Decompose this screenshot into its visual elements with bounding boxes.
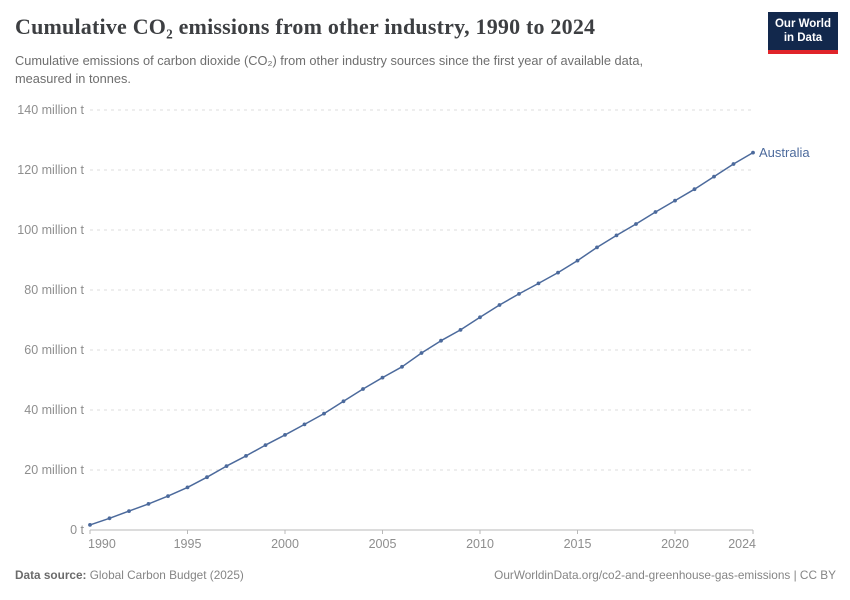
x-tick-label: 2000: [271, 537, 299, 551]
data-point-marker: [712, 174, 716, 179]
y-tick-label: 60 million t: [24, 343, 84, 357]
data-point-marker: [302, 422, 307, 427]
data-source: Data source: Global Carbon Budget (2025): [15, 568, 244, 582]
y-tick-label: 20 million t: [24, 463, 84, 477]
data-point-marker: [751, 150, 755, 155]
owid-url-link[interactable]: OurWorldinData.org/co2-and-greenhouse-ga…: [494, 568, 836, 582]
data-point-marker: [283, 433, 287, 437]
data-point-marker: [439, 338, 443, 343]
chart-subtitle-line2: measured in tonnes.: [15, 71, 131, 86]
data-point-marker: [653, 210, 658, 214]
data-point-marker: [458, 328, 463, 332]
y-tick-label: 80 million t: [24, 283, 84, 297]
y-tick-label: 100 million t: [17, 223, 84, 237]
data-point-marker: [263, 443, 268, 447]
x-tick-label: 2020: [661, 537, 689, 551]
data-point-marker: [614, 233, 619, 238]
y-tick-label: 140 million t: [17, 103, 84, 117]
series-label-australia: Australia: [759, 145, 810, 160]
data-point-marker: [205, 475, 209, 480]
series-line-australia: [89, 151, 754, 526]
data-point-marker: [497, 303, 502, 307]
data-point-marker: [517, 292, 521, 296]
data-point-marker: [692, 187, 697, 192]
chart-title: Cumulative CO₂ emissions from other indu…: [15, 14, 596, 39]
data-point-marker: [127, 509, 131, 513]
owid-logo-line2: in Data: [783, 31, 823, 44]
data-point-marker: [595, 245, 599, 250]
data-point-marker: [556, 270, 560, 275]
data-point-marker: [673, 198, 677, 203]
owid-logo-line1: Our World: [774, 18, 831, 30]
chart-subtitle: Cumulative emissions of carbon dioxide (…: [15, 52, 760, 88]
chart-footer: Data source: Global Carbon Budget (2025)…: [15, 568, 836, 582]
y-tick-label: 0 t: [70, 523, 84, 537]
data-point-marker: [244, 454, 248, 458]
data-point-marker: [224, 464, 229, 468]
data-point-marker: [634, 222, 638, 226]
data-point-marker: [400, 364, 404, 369]
data-point-marker: [166, 494, 170, 498]
data-point-marker: [88, 523, 92, 527]
x-tick-label: 2024: [728, 537, 756, 551]
data-source-value: Global Carbon Budget (2025): [86, 568, 244, 582]
data-point-marker: [322, 411, 326, 416]
data-point-marker: [341, 399, 346, 404]
y-tick-label: 40 million t: [24, 403, 84, 417]
chart-subtitle-line1: Cumulative emissions of carbon dioxide (…: [15, 53, 644, 68]
owid-logo[interactable]: Our World in Data: [768, 12, 838, 54]
data-point-marker: [419, 351, 424, 355]
x-tick-label: 2010: [466, 537, 494, 551]
data-point-marker: [380, 375, 385, 380]
data-point-marker: [185, 485, 190, 490]
data-point-marker: [107, 516, 112, 521]
x-tick-label: 2015: [564, 537, 592, 551]
x-tick-label: 1995: [174, 537, 202, 551]
data-point-marker: [361, 387, 365, 391]
data-point-marker: [146, 502, 151, 506]
y-tick-label: 120 million t: [17, 163, 84, 177]
x-tick-label: 2005: [369, 537, 397, 551]
data-point-marker: [536, 281, 541, 286]
x-tick-label: 1990: [88, 537, 116, 551]
data-source-label: Data source:: [15, 568, 87, 582]
data-point-marker: [731, 162, 736, 166]
data-point-marker: [478, 315, 482, 320]
data-point-marker: [575, 258, 580, 263]
